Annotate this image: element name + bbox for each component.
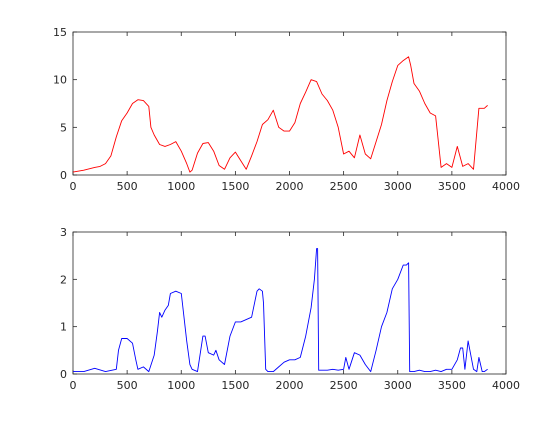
- subplot-2: 0 500 1000 1500 2000 2500 3000 3500 4000 0 1 2 3: [60, 226, 520, 392]
- x-tick-label: 1000: [167, 379, 195, 392]
- x-tick-label: 0: [70, 379, 77, 392]
- x-tick-label: 4000: [492, 180, 520, 193]
- x-tick-label: 2000: [276, 379, 304, 392]
- x-tick-label: 4000: [492, 379, 520, 392]
- series-line-2-1: [73, 248, 488, 373]
- y-tick-label: 10: [53, 74, 67, 87]
- y-tick-label: 15: [53, 26, 67, 39]
- x-tick-label: 1500: [221, 379, 249, 392]
- x-tick-label: 0: [70, 180, 77, 193]
- x-tick-label: 500: [117, 180, 138, 193]
- x-tick-label: 3500: [438, 180, 466, 193]
- x-tick-label: 1000: [167, 180, 195, 193]
- x-tick-label: 2500: [330, 180, 358, 193]
- series-line-1-1: [72, 56, 488, 173]
- subplot-1: 0 500 1000 1500 2000 2500 3000 3500 4000 0 5 10 15: [53, 26, 520, 193]
- y-tick-label: 5: [60, 121, 67, 134]
- y-tick-label: 1: [60, 321, 67, 334]
- y-tick-label: 2: [60, 273, 67, 286]
- y-tick-label: 0: [60, 169, 67, 182]
- y-tick-label: 3: [60, 226, 67, 239]
- plot-area-1: [72, 31, 507, 176]
- x-tick-label: 500: [117, 379, 138, 392]
- plot-area-2: [72, 231, 507, 375]
- y-tick-label: 0: [60, 368, 67, 381]
- x-tick-label: 2000: [276, 180, 304, 193]
- x-tick-label: 2500: [330, 379, 358, 392]
- x-tick-label: 3500: [438, 379, 466, 392]
- x-tick-label: 3000: [384, 379, 412, 392]
- x-tick-label: 1500: [221, 180, 249, 193]
- x-tick-label: 3000: [384, 180, 412, 193]
